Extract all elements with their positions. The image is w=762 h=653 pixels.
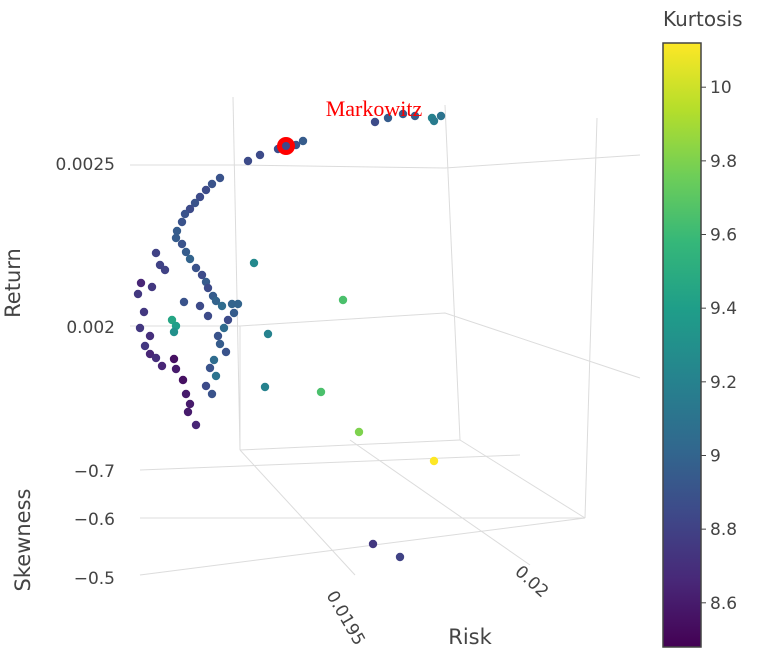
- scatter-point: [221, 347, 231, 357]
- scatter-point: [354, 427, 364, 437]
- colorbar: [662, 42, 702, 648]
- scatter-point: [255, 150, 265, 160]
- scatter-point: [249, 258, 259, 268]
- scatter-point: [217, 301, 227, 311]
- scatter-point: [185, 254, 195, 264]
- scatter-point: [338, 295, 348, 305]
- scatter-point: [191, 420, 201, 430]
- markowitz-annotation: Markowitz: [326, 96, 423, 121]
- scatter-point: [191, 263, 201, 273]
- scatter-point: [211, 371, 221, 381]
- scatter-point: [227, 299, 237, 309]
- scatter-point: [167, 315, 177, 325]
- scatter-point: [211, 296, 221, 306]
- scatter-point: [133, 289, 143, 299]
- scatter-point: [185, 399, 195, 409]
- scatter-point: [178, 375, 188, 385]
- scatter-point: [135, 323, 145, 333]
- scatter-point: [201, 185, 211, 195]
- colorbar-tick-label: 8.6: [710, 594, 737, 614]
- scatter-point: [219, 323, 229, 333]
- scatter-point: [260, 382, 270, 392]
- scatter-point: [203, 311, 213, 321]
- scatter-point: [136, 278, 146, 288]
- scatter-point: [229, 308, 239, 318]
- scatter-point: [368, 539, 378, 549]
- scatter-point: [233, 299, 243, 309]
- scatter-point: [157, 361, 167, 371]
- scatter-point: [190, 198, 200, 208]
- scatter-point: [140, 341, 150, 351]
- z-tick-label: 0.0025: [56, 155, 115, 175]
- colorbar-tick-label: 10: [710, 78, 732, 98]
- scatter-point: [410, 111, 420, 121]
- colorbar-tick-label: 9.8: [710, 152, 737, 172]
- scatter-point: [147, 282, 157, 292]
- colorbar-tick-label: 9.2: [710, 373, 737, 393]
- x-tick-label: 0.0195: [322, 588, 369, 650]
- scatter-point: [172, 226, 182, 236]
- scatter-point: [209, 355, 219, 365]
- colorbar-tick-label: 9.6: [710, 226, 737, 246]
- scatter-point: [179, 297, 189, 307]
- scatter-point: [171, 364, 181, 374]
- z-tick-label: 0.002: [66, 318, 115, 338]
- scatter-point: [316, 387, 326, 397]
- scatter-point: [171, 233, 181, 243]
- scatter-point: [203, 283, 213, 293]
- markowitz-point: [282, 142, 290, 150]
- colorbar-tick-label: 9.4: [710, 299, 737, 319]
- scatter-point: [429, 116, 439, 126]
- scatter-point: [395, 552, 405, 562]
- scatter-point: [213, 331, 223, 341]
- scatter-point: [205, 363, 215, 373]
- x-axis-title: Risk: [448, 625, 492, 649]
- scatter-point: [207, 179, 217, 189]
- colorbar-title: Kurtosis: [663, 7, 743, 31]
- scatter-point: [181, 247, 191, 257]
- scatter-point: [181, 389, 191, 399]
- scatter-point: [169, 354, 179, 364]
- scatter-point: [436, 111, 446, 121]
- scatter-point: [383, 113, 393, 123]
- scatter-point: [298, 136, 308, 146]
- scatter-point: [195, 301, 205, 311]
- scatter-point: [183, 407, 193, 417]
- scatter-point: [180, 209, 190, 219]
- y-tick-label: −0.7: [74, 462, 115, 482]
- y-axis-title: Skewness: [11, 489, 35, 592]
- y-tick-label: −0.5: [74, 569, 115, 589]
- scatter-point: [370, 117, 380, 127]
- scatter-point: [201, 381, 211, 391]
- scatter-point: [215, 173, 225, 183]
- scatter-point: [145, 331, 155, 341]
- scatter-point: [223, 315, 233, 325]
- scatter-point: [145, 349, 155, 359]
- scatter-point: [177, 217, 187, 227]
- y-tick-label: −0.6: [74, 510, 115, 530]
- x-tick-label: 0.02: [511, 562, 553, 602]
- scatter-point: [398, 109, 408, 119]
- scatter-point: [243, 156, 253, 166]
- scatter-point: [215, 339, 225, 349]
- scatter-point: [177, 239, 187, 249]
- scatter-point: [429, 456, 439, 466]
- colorbar-tick-label: 9: [710, 446, 721, 466]
- scatter-point: [197, 270, 207, 280]
- scatter-point: [160, 265, 170, 275]
- z-axis-title: Return: [1, 248, 25, 318]
- scatter-point: [139, 307, 149, 317]
- 3d-gridlines: [130, 96, 641, 576]
- scatter-point: [263, 329, 273, 339]
- colorbar-tick-label: 8.8: [710, 520, 737, 540]
- scatter-point: [169, 327, 179, 337]
- scatter-point: [195, 192, 205, 202]
- scatter-point: [151, 353, 161, 363]
- scatter-point: [151, 248, 161, 258]
- scatter-point: [207, 389, 217, 399]
